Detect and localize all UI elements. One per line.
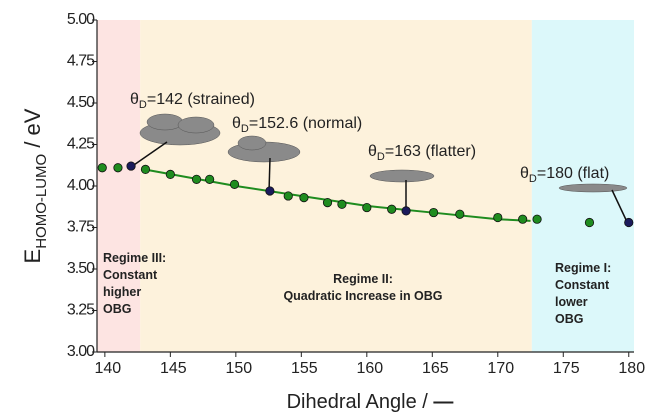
- data-point: [455, 209, 465, 219]
- regime-label: OBG: [555, 312, 583, 326]
- annotation-sub: D: [241, 123, 249, 135]
- x-tick-label: 150: [225, 360, 252, 377]
- regime-label: Regime III:: [103, 251, 166, 265]
- x-axis-title-symbol: —: [433, 391, 453, 413]
- pointer: [130, 141, 168, 168]
- data-point: [140, 164, 151, 174]
- annotation-sub: D: [139, 99, 147, 111]
- pointer: [268, 157, 271, 193]
- data-point: [337, 199, 347, 209]
- annotation-rest: =142 (strained): [147, 91, 255, 108]
- y-tick-label: 5.00: [67, 11, 95, 28]
- data-point: [362, 202, 372, 213]
- region: [140, 20, 532, 352]
- annotation-main: θ: [368, 143, 377, 160]
- data-point: [493, 212, 503, 223]
- annotation: θD=142 (strained): [130, 91, 255, 111]
- data-point: [229, 179, 240, 189]
- regime-label: Constant: [555, 278, 610, 292]
- data-point: [283, 191, 293, 201]
- data-point: [387, 204, 397, 214]
- y-tick-label: 4.50: [67, 94, 95, 111]
- molecule: [177, 116, 215, 134]
- regime-label: Regime I:: [555, 261, 611, 275]
- data-point: [299, 193, 309, 203]
- x-tick-label: 175: [553, 360, 580, 377]
- annotation-main: θ: [130, 91, 139, 108]
- annotation: θD=152.6 (normal): [232, 115, 362, 135]
- y-tick-label: 3.75: [67, 219, 95, 236]
- x-tick-label: 140: [95, 360, 122, 377]
- y-tick-label: 3.25: [67, 302, 95, 319]
- pointer: [611, 189, 629, 225]
- data-point: [322, 198, 333, 208]
- annotation-main: θ: [232, 115, 241, 132]
- x-tick-label: 165: [422, 360, 449, 377]
- regime-label: lower: [555, 295, 588, 309]
- y-tick-label: 3.00: [67, 343, 95, 360]
- data-point: [624, 217, 634, 228]
- regime-label: OBG: [103, 302, 131, 316]
- data-point: [113, 163, 123, 173]
- x-tick-label: 160: [356, 360, 383, 377]
- regime-label: Quadratic Increase in OBG: [283, 289, 442, 303]
- data-point: [205, 174, 215, 184]
- annotation-rest: =180 (flat): [537, 165, 609, 182]
- plot: 3.00 3.25 3.50 3.75 4.00 4.25 4.50 4.75 5.00 140 1…: [20, 11, 645, 413]
- data-point: [429, 207, 439, 218]
- annotation-rest: =163 (flatter): [385, 143, 476, 160]
- y-tick-label: 4.25: [67, 136, 95, 153]
- data-point: [532, 214, 542, 224]
- annotation: θD=163 (flatter): [368, 143, 476, 163]
- x-tick-label: 155: [291, 360, 318, 377]
- data-point: [97, 163, 107, 173]
- annotation-sub: D: [529, 173, 537, 185]
- data-point: [126, 161, 136, 171]
- region: [97, 20, 141, 352]
- regime-label: Constant: [103, 268, 158, 282]
- annotation-sub: D: [377, 151, 385, 163]
- annotation: θD=180 (flat): [520, 165, 609, 185]
- molecule: [146, 113, 184, 131]
- molecule: [558, 183, 628, 193]
- y-axis-title-sub: HOMO-LUMO: [33, 154, 50, 249]
- molecule: [237, 135, 267, 151]
- annotation-rest: =152.6 (normal): [249, 115, 362, 132]
- regime-label: higher: [103, 285, 141, 299]
- y-axis-title: EHOMO-LUMO / eV: [20, 108, 50, 263]
- y-axis-title-rest: / eV: [20, 108, 45, 154]
- data-point: [518, 214, 528, 224]
- regime-label: Regime II:: [333, 272, 393, 286]
- molecules: [130, 113, 629, 225]
- annotation-main: θ: [520, 165, 529, 182]
- x-axis-title: Dihedral Angle / —: [287, 391, 454, 413]
- data-point: [584, 217, 595, 228]
- x-tick-label: 170: [487, 360, 514, 377]
- x-axis-title-text: Dihedral Angle /: [287, 391, 434, 413]
- x-tick-label: 180: [618, 360, 645, 377]
- data-point: [191, 174, 202, 184]
- y-tick-label: 4.75: [67, 53, 95, 70]
- y-axis-title-main: E: [20, 249, 45, 264]
- x-tick-label: 145: [160, 360, 187, 377]
- data-point: [265, 186, 275, 196]
- y-tick-label: 3.50: [67, 260, 95, 277]
- data-point: [401, 206, 411, 216]
- y-tick-label: 4.00: [67, 177, 95, 194]
- data-point: [165, 169, 175, 179]
- molecule: [369, 169, 435, 183]
